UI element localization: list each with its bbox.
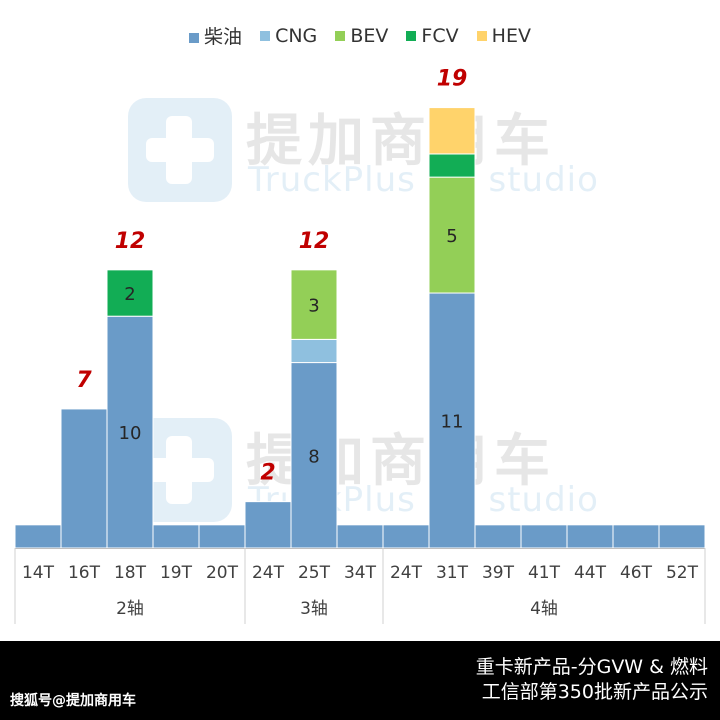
footer-title-line1: 重卡新产品-分GVW & 燃料: [475, 656, 708, 678]
total-data-label: 12: [299, 229, 330, 254]
bar-segment: [382, 524, 430, 549]
bar-segment: [290, 338, 338, 364]
legend-swatch: [476, 31, 487, 41]
legend-item-hev: HEV: [476, 24, 531, 47]
legend-swatch: [335, 31, 346, 41]
bar-segment: [428, 292, 476, 549]
legend-label: CNG: [275, 24, 318, 47]
x-tick-label: 44T: [574, 563, 607, 583]
segment-data-label: 11: [441, 412, 464, 433]
legend-item-diesel: 柴油: [189, 22, 242, 49]
legend-label: HEV: [491, 24, 531, 47]
bar-segment: [428, 107, 476, 155]
chart-legend: 柴油 CNG BEV FCV HEV: [0, 22, 720, 49]
total-data-label: 19: [437, 67, 468, 92]
x-tick-label: 20T: [206, 563, 239, 583]
group-label: 3轴: [300, 599, 328, 619]
bar-segment: [520, 524, 568, 549]
segment-data-label: 10: [119, 423, 142, 444]
bar-segment: [428, 153, 476, 178]
total-data-label: 2: [260, 461, 275, 486]
bar-segment: [612, 524, 660, 549]
x-tick-label: 39T: [482, 563, 515, 583]
legend-label: BEV: [350, 24, 389, 47]
legend-label: 柴油: [204, 26, 243, 48]
bar-segment: [152, 524, 200, 549]
legend-label: FCV: [421, 24, 459, 47]
bar-segment: [106, 269, 154, 317]
total-data-label: 12: [115, 229, 146, 254]
bar-segment: [658, 524, 706, 549]
legend-item-fcv: FCV: [406, 24, 459, 47]
segment-data-label: 5: [446, 226, 457, 247]
bar-segment: [14, 524, 62, 549]
x-tick-label: 24T: [252, 563, 285, 583]
bar-segment: [336, 524, 384, 549]
segment-data-label: 3: [308, 296, 319, 317]
stacked-bar-chart: 14T 16T 18T 19T 20T 24T 25T 34T 24T 31T 39T 41T 44T 4…: [14, 67, 706, 624]
x-tick-label: 16T: [68, 563, 101, 583]
footer-banner: 重卡新产品-分GVW & 燃料 工信部第350批新产品公示 搜狐号@提加商用车: [0, 641, 720, 720]
x-tick-label: 31T: [436, 563, 469, 583]
footer-title: 重卡新产品-分GVW & 燃料 工信部第350批新产品公示: [476, 655, 708, 705]
group-label: 2轴: [116, 599, 144, 619]
bar-segment: [290, 362, 338, 549]
bar-segment: [60, 408, 108, 549]
x-tick-label: 41T: [528, 563, 561, 583]
legend-swatch: [260, 31, 271, 41]
bar-segment: [474, 524, 522, 549]
bar-segment: [428, 176, 476, 294]
segment-data-label: 8: [308, 446, 319, 467]
bar-segment: [106, 315, 154, 549]
x-tick-label: 25T: [298, 563, 331, 583]
x-tick-label: 24T: [390, 563, 423, 583]
x-tick-label: 19T: [160, 563, 193, 583]
legend-item-bev: BEV: [335, 25, 388, 47]
x-tick-label: 18T: [114, 563, 147, 583]
x-tick-label: 52T: [666, 563, 699, 583]
segment-data-label: 2: [124, 284, 135, 305]
bar-segment: [566, 524, 614, 549]
legend-swatch: [406, 31, 417, 41]
total-data-label: 7: [76, 368, 92, 393]
legend-item-cng: CNG: [260, 25, 317, 47]
bar-segment: [290, 269, 338, 340]
x-tick-label: 34T: [344, 563, 377, 583]
group-label: 4轴: [530, 599, 558, 619]
x-tick-label: 14T: [22, 563, 55, 583]
legend-swatch: [189, 32, 200, 43]
footer-title-line2: 工信部第350批新产品公示: [481, 681, 708, 703]
x-tick-label: 46T: [620, 563, 653, 583]
footer-source: 搜狐号@提加商用车: [10, 693, 136, 709]
bar-segment: [244, 501, 292, 549]
bar-segment: [198, 524, 246, 549]
